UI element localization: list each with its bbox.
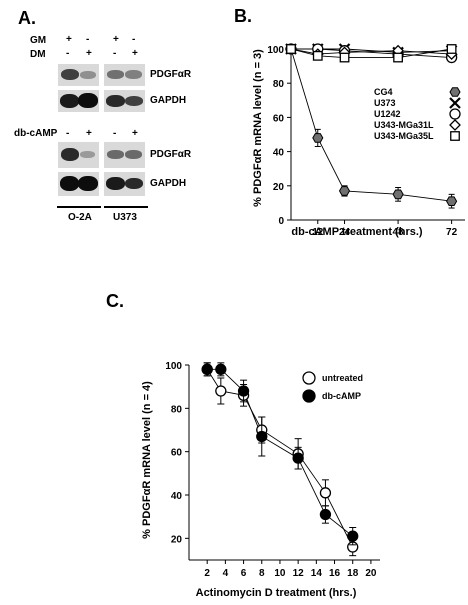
band (60, 94, 79, 108)
b-x-axis-label: db-cAMP treatment (hrs.) (291, 226, 423, 238)
b-legend-label: U343-MGa35L (374, 131, 434, 141)
dm-label: DM (30, 49, 46, 60)
cell-line-u373: U373 (113, 212, 137, 223)
dm-sign-3: - (113, 48, 117, 59)
band (80, 151, 95, 158)
dm-sign-1: - (66, 48, 70, 59)
blot-u373-pdgf-camp (104, 142, 145, 168)
b-legend-marker-hexagon (449, 87, 461, 97)
b-legend-label: CG4 (374, 87, 393, 97)
b-legend-marker-circle (449, 108, 461, 120)
b-y-tick-label: 60 (273, 113, 285, 124)
b-point-square (393, 52, 403, 63)
b-point-square (312, 50, 323, 61)
u373-underline (104, 206, 148, 208)
cell-line-o2a: O-2A (68, 212, 92, 223)
gm-sign-3: + (113, 34, 119, 45)
blot-o2a-gapdh-gmdm (58, 90, 99, 112)
b-y-tick-label: 100 (267, 45, 284, 56)
blot-u373-gapdh-camp (104, 172, 145, 196)
o2a-underline (57, 206, 101, 208)
gapdh-label-1: GAPDH (150, 95, 187, 106)
b-x-tick-label: 48 (393, 227, 405, 238)
blot-u373-pdgf-gmdm (104, 64, 145, 86)
gm-sign-2: - (86, 34, 90, 45)
b-legend-marker-diamond (449, 119, 461, 131)
b-point-square (446, 44, 457, 54)
band (125, 150, 142, 159)
b-x-tick-label: 72 (446, 227, 458, 238)
gm-sign-1: + (66, 34, 72, 45)
blot-o2a-pdgf-camp (58, 142, 99, 168)
panel-a-letter: A. (18, 8, 36, 28)
band (78, 176, 98, 191)
dm-sign-2: + (86, 48, 92, 59)
b-x-tick-label: 24 (339, 227, 351, 238)
band (106, 177, 125, 190)
b-point-square (286, 44, 296, 54)
dbcamp-label: db-cAMP (14, 128, 58, 139)
b-point-hexagon (312, 133, 324, 143)
blot-o2a-gapdh-camp (58, 172, 99, 196)
gapdh-label-2: GAPDH (150, 178, 187, 189)
b-y-axis-label: % PDGFαR mRNA level (n = 3) (252, 49, 264, 207)
band (125, 96, 143, 106)
b-y-tick-label: 20 (273, 182, 285, 193)
band (60, 176, 79, 191)
gm-label: GM (30, 35, 47, 46)
b-point-hexagon (446, 196, 458, 206)
blot-o2a-pdgf-gmdm (58, 64, 99, 86)
gm-sign-4: - (132, 34, 136, 45)
b-legend-marker-x (449, 97, 461, 109)
b-point-square (339, 52, 350, 63)
band (78, 93, 98, 108)
b-x-tick-label: 12 (312, 227, 324, 238)
b-legend-label: U1242 (374, 109, 401, 119)
b-legend-marker-square (450, 131, 460, 141)
b-y-tick-label: 0 (278, 216, 284, 227)
band (61, 148, 79, 161)
b-legend-label: U373 (374, 98, 396, 108)
b-point-hexagon (338, 186, 351, 196)
band (80, 71, 96, 79)
b-legend-marker-x-stroke (449, 97, 461, 109)
band (106, 95, 125, 107)
panel-c-letter: C. (106, 291, 124, 311)
band (125, 178, 143, 189)
dbcamp-sign-1: - (66, 128, 70, 139)
band (61, 69, 79, 80)
b-legend-label: U343-MGa31L (374, 120, 434, 130)
band (107, 70, 124, 79)
b-y-tick-label: 80 (273, 79, 285, 90)
dm-sign-4: + (132, 48, 138, 59)
b-point-hexagon (392, 189, 404, 200)
b-y-tick-label: 40 (273, 148, 285, 159)
panel-b-letter: B. (234, 6, 252, 26)
dbcamp-sign-3: - (113, 128, 117, 139)
pdgf-label-2: PDGFαR (150, 149, 192, 160)
dbcamp-sign-2: + (86, 128, 92, 139)
blot-u373-gapdh-gmdm (104, 90, 145, 112)
band (125, 70, 142, 79)
band (107, 150, 124, 159)
dbcamp-sign-4: + (132, 128, 138, 139)
pdgf-label-1: PDGFαR (150, 69, 192, 80)
